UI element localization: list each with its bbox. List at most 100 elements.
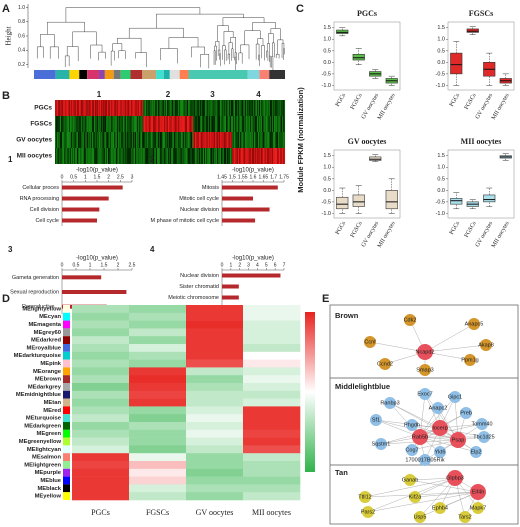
heat-cell	[243, 484, 301, 493]
box	[450, 198, 463, 205]
heat-stripe	[237, 100, 239, 116]
edge	[419, 423, 483, 438]
heat-stripe	[173, 100, 175, 116]
heat-stripe	[98, 116, 100, 132]
heat-stripe	[180, 148, 182, 164]
heat-stripe	[161, 100, 163, 116]
node	[472, 502, 484, 514]
heat-stripe	[242, 132, 244, 148]
node-label: 1700017B05Rik	[405, 457, 444, 463]
heat-stripe	[79, 116, 81, 132]
heat-stripe	[108, 132, 110, 148]
heat-stripe	[63, 116, 65, 132]
y-tick-label: 0.5	[323, 176, 331, 182]
heat-stripe	[183, 100, 185, 116]
heat-stripe	[191, 148, 193, 164]
heat-stripe	[140, 100, 142, 116]
heat-cell	[186, 375, 244, 384]
heat-stripe	[256, 116, 258, 132]
heat-stripe	[150, 100, 152, 116]
heat-stripe	[84, 148, 86, 164]
heat-stripe	[234, 100, 236, 116]
dendrogram	[37, 7, 285, 72]
heat-stripe	[56, 148, 58, 164]
heat-stripe	[163, 100, 165, 116]
heat-stripe	[202, 116, 204, 132]
heat-stripe	[197, 116, 199, 132]
module-color	[87, 70, 99, 79]
heat-stripe	[245, 132, 247, 148]
node-label: Sqstm1	[372, 441, 391, 447]
heat-stripe	[90, 148, 92, 164]
colorbar	[305, 312, 315, 472]
heat-stripe	[193, 116, 195, 132]
heat-stripe	[222, 100, 224, 116]
heat-stripe	[72, 116, 74, 132]
heat-stripe	[274, 100, 276, 116]
edge	[419, 491, 479, 518]
heat-stripe	[130, 132, 132, 148]
heat-stripe	[138, 132, 140, 148]
heat-stripe	[175, 148, 177, 164]
heat-stripe	[274, 132, 276, 148]
heat-stripe	[186, 116, 188, 132]
heat-stripe	[232, 116, 234, 132]
heat-stripe	[151, 148, 153, 164]
heat-stripe	[275, 116, 277, 132]
heat-stripe	[65, 148, 67, 164]
heat-stripe	[90, 116, 92, 132]
x-tick-label: FGSCs	[464, 92, 478, 111]
heat-stripe	[240, 116, 242, 132]
heat-stripe	[189, 116, 191, 132]
node	[447, 470, 463, 486]
heat-stripe	[266, 148, 268, 164]
heat-stripe	[134, 100, 136, 116]
heat-stripe	[85, 148, 87, 164]
heat-stripe	[121, 132, 123, 148]
heat-stripe	[273, 148, 275, 164]
heat-stripe	[75, 148, 77, 164]
box	[483, 194, 496, 203]
heat-stripe	[227, 100, 229, 116]
heat-stripe	[133, 132, 135, 148]
heat-stripe	[192, 148, 194, 164]
heat-cell	[72, 367, 130, 376]
heat-stripe	[266, 116, 268, 132]
heat-stripe	[201, 132, 203, 148]
heat-stripe	[248, 116, 250, 132]
heat-stripe	[66, 132, 68, 148]
heat-stripe	[191, 100, 193, 116]
heat-stripe	[258, 132, 260, 148]
heat-cell	[129, 320, 187, 329]
heat-stripe	[74, 116, 76, 132]
heat-stripe	[196, 148, 198, 164]
heat-stripe	[279, 132, 281, 148]
heat-stripe	[130, 116, 132, 132]
heat-stripe	[214, 116, 216, 132]
heat-stripe	[203, 116, 205, 132]
heat-stripe	[103, 100, 105, 116]
heat-stripe	[262, 148, 264, 164]
heat-stripe	[90, 100, 92, 116]
heat-stripe	[155, 148, 157, 164]
heat-stripe	[135, 148, 137, 164]
edge	[380, 427, 441, 445]
heat-stripe	[118, 148, 120, 164]
heat-stripe	[98, 100, 100, 116]
heat-stripe	[171, 132, 173, 148]
heat-stripe	[264, 132, 266, 148]
y-tick-label: 0.0	[437, 60, 445, 66]
heat-stripe	[68, 132, 70, 148]
heat-stripe	[64, 132, 66, 148]
row-label: MEred	[43, 408, 61, 414]
heat-stripe	[218, 132, 220, 148]
heat-stripe	[145, 148, 147, 164]
heat-stripe	[123, 100, 125, 116]
heat-stripe	[225, 116, 227, 132]
module-color	[179, 70, 189, 79]
heat-stripe	[161, 116, 163, 132]
heat-stripe	[70, 100, 72, 116]
heat-stripe	[205, 148, 207, 164]
heat-stripe	[191, 132, 193, 148]
heat-stripe	[140, 132, 142, 148]
